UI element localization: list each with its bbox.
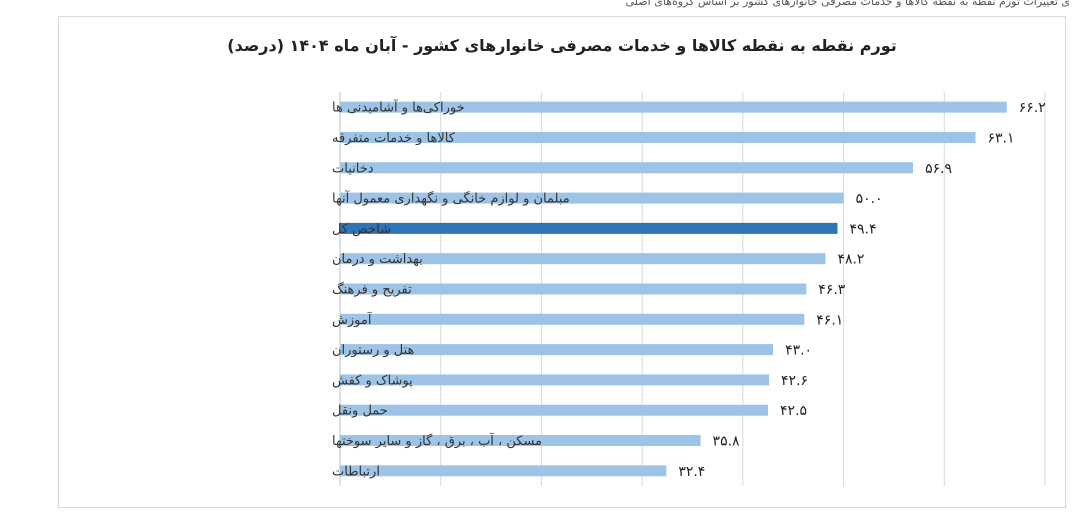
data-label: ۴۸.۲ — [837, 252, 864, 268]
data-label: ۳۵.۸ — [713, 434, 740, 450]
data-label: ۴۳.۰ — [785, 343, 812, 359]
bar — [340, 374, 770, 386]
bar — [340, 435, 701, 447]
data-label: ۵۰.۰ — [856, 191, 883, 207]
data-label: ۵۶.۹ — [925, 161, 952, 177]
data-label: ۶۶.۲ — [1019, 100, 1046, 116]
category-label: پوشاک و کفش — [332, 373, 413, 388]
bar — [340, 162, 914, 174]
bar — [340, 131, 976, 143]
bar — [340, 101, 1007, 113]
data-label: ۴۶.۱ — [816, 312, 843, 328]
category-label: مبلمان و لوازم خانگی و نگهداری معمول آنه… — [332, 190, 570, 207]
bar — [340, 283, 807, 295]
category-label: هتل و رستوران — [332, 343, 415, 358]
bar — [340, 192, 844, 204]
data-label: ۴۲.۶ — [781, 373, 808, 389]
category-label: تفریح و فرهنگ — [332, 282, 412, 298]
bar — [340, 344, 774, 356]
bar — [340, 465, 667, 477]
category-label: مسکن ، آب ، برق ، گاز و سایر سوختها — [332, 432, 542, 449]
category-label: ارتباطات — [332, 464, 380, 479]
category-label: شاخص کل — [332, 222, 391, 237]
data-label: ۳۲.۴ — [678, 464, 705, 480]
category-label: کالاها و خدمات متفرقه — [332, 131, 456, 146]
data-label: ۶۳.۱ — [988, 130, 1015, 146]
bar — [340, 222, 838, 234]
category-label: حمل ونقل — [332, 404, 388, 419]
category-label: خوراکی‌ها و آشامیدنی ها — [332, 99, 465, 116]
category-label: دخانیات — [332, 161, 374, 176]
data-label: ۴۶.۳ — [818, 282, 845, 298]
data-label: ۴۹.۴ — [850, 221, 877, 237]
category-label: بهداشت و درمان — [332, 252, 423, 267]
bar — [340, 313, 805, 325]
chart-title: تورم نقطه به نقطه کالاها و خدمات مصرفی خ… — [227, 36, 897, 55]
category-label: آموزش — [332, 311, 373, 328]
bar — [340, 253, 826, 265]
data-label: ۴۲.۵ — [780, 403, 807, 419]
top-caption-strip: ی تغییرات تورم نقطه به نقطه کالاها و خدم… — [625, 0, 1071, 8]
bar — [340, 404, 769, 416]
